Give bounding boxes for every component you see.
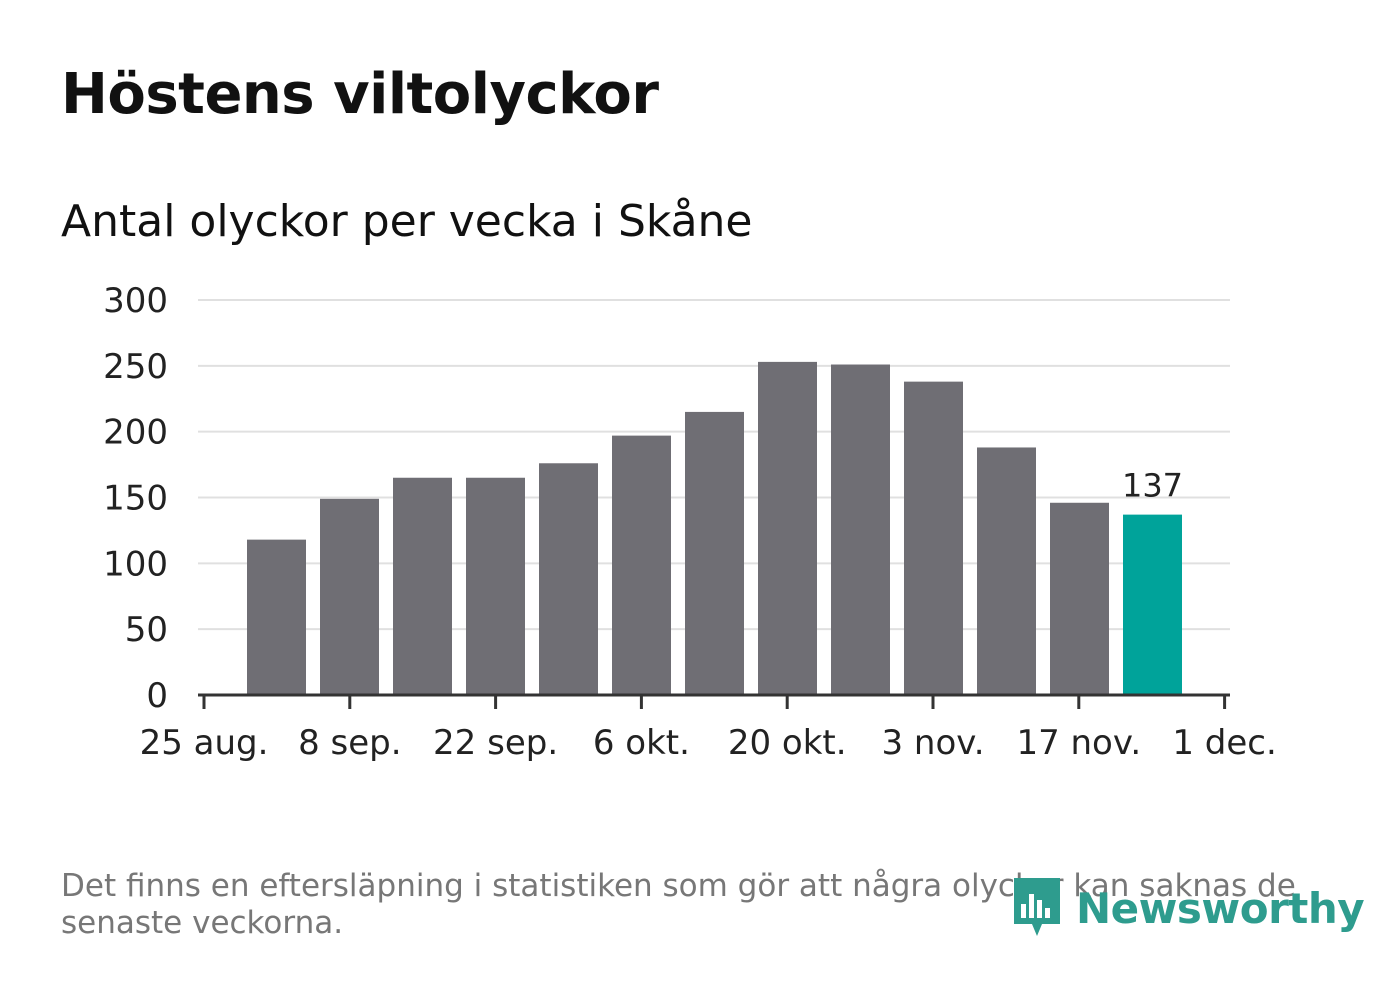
bar [831,364,890,695]
x-tick-label: 22 sep. [433,723,558,763]
bar [758,361,817,695]
highlight-value-label: 137 [1122,467,1183,505]
bar [612,435,671,695]
bar-highlight [1123,514,1182,695]
x-tick-label: 3 nov. [881,723,984,763]
y-tick-label: 0 [146,676,168,716]
x-tick-label: 1 dec. [1172,723,1276,763]
bar [247,539,306,695]
footnote: Det finns en eftersläpning i statistiken… [61,868,1296,941]
y-tick-label: 150 [103,479,168,519]
bar [904,381,963,695]
y-tick-label: 250 [103,347,168,387]
x-tick-label: 20 okt. [728,723,847,763]
bar [320,498,379,695]
data-labels: 137 [1122,467,1183,505]
x-tick-label: 25 aug. [140,723,269,763]
newsworthy-logo: Newsworthy [1012,876,1365,940]
x-tick-label: 6 okt. [593,723,690,763]
bar [466,477,525,695]
newsworthy-logo-text: Newsworthy [1076,883,1365,933]
x-tick-label: 8 sep. [298,723,401,763]
x-axis-ticks: 25 aug. 8 sep. 22 sep. 6 okt. 20 okt. 3 nov. 1… [140,695,1277,763]
x-tick-label: 17 nov. [1016,723,1141,763]
bar [685,411,744,695]
y-axis-ticks: 0 50 100 150 200 250 300 [103,281,168,716]
y-tick-label: 50 [125,610,168,650]
bar [1050,502,1109,695]
bars [247,361,1182,695]
chart-subtitle: Antal olyckor per vecka i Skåne [61,196,753,247]
newsworthy-logo-icon [1012,876,1062,940]
bar [539,463,598,695]
y-tick-label: 100 [103,544,168,584]
y-tick-label: 200 [103,413,168,453]
bar [977,447,1036,695]
y-tick-label: 300 [103,281,168,321]
bar [393,477,452,695]
chart-title: Höstens viltolyckor [61,62,659,127]
